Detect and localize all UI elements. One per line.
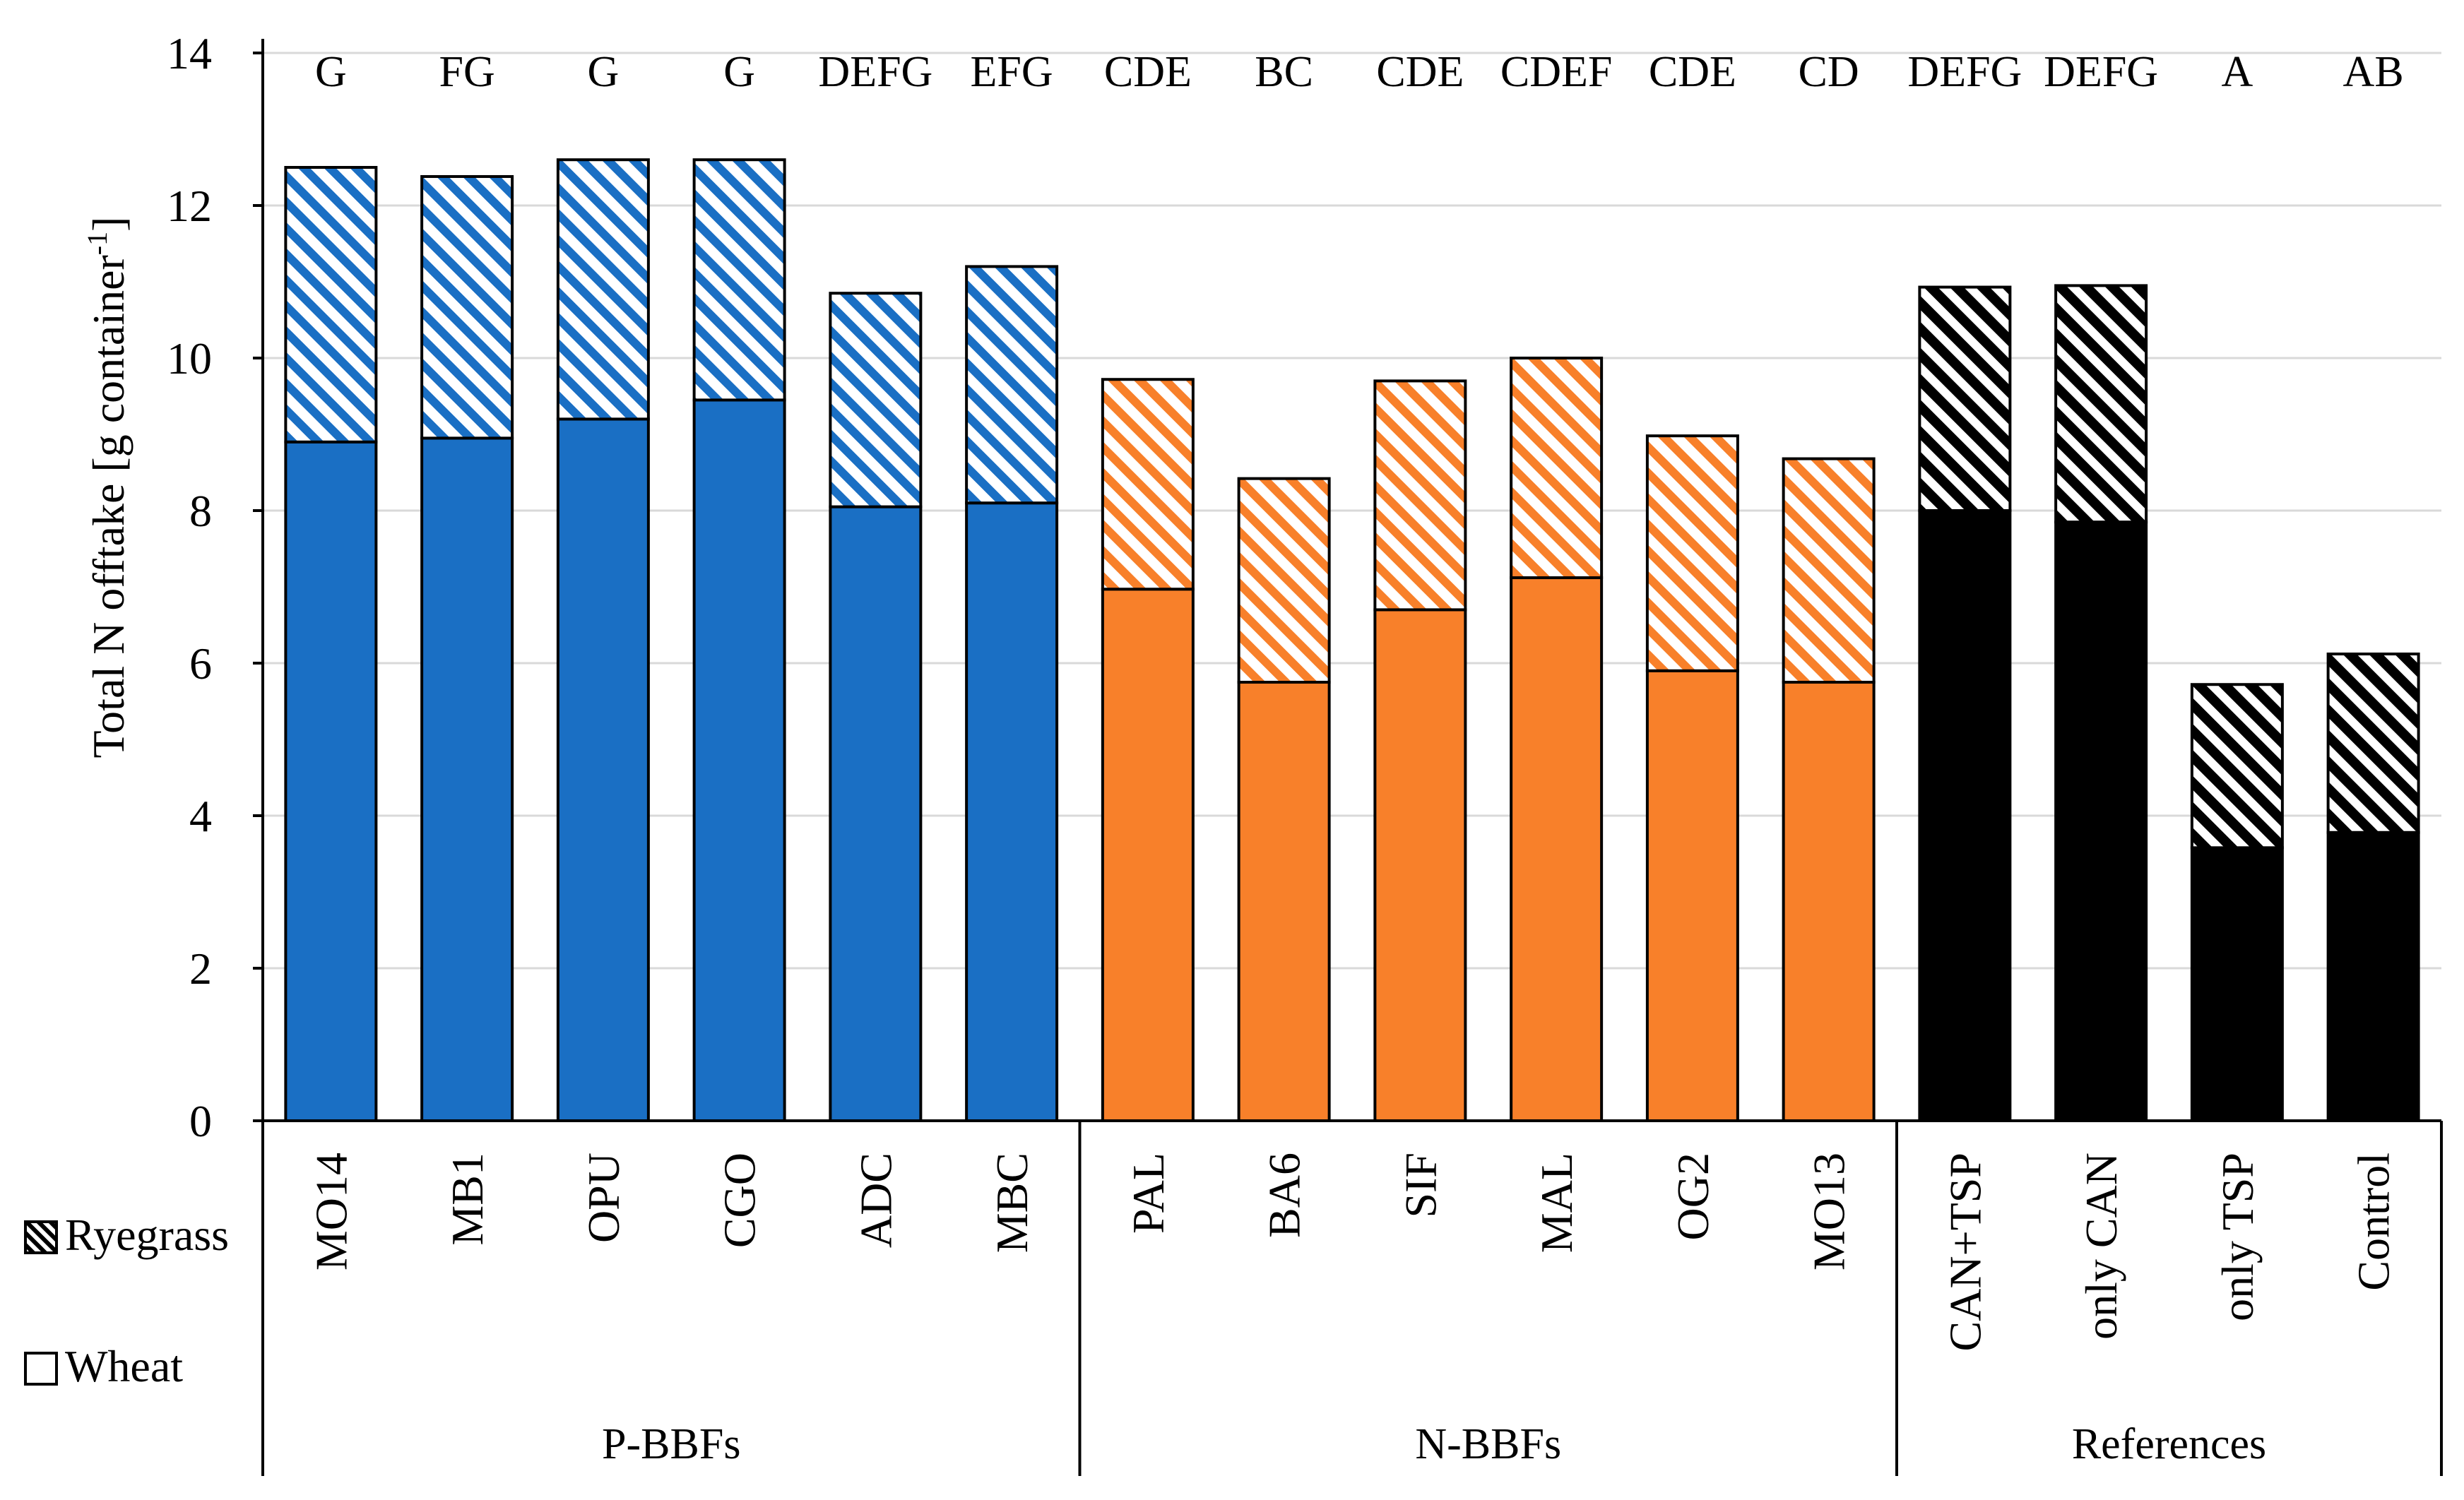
bar-ryegrass-11 <box>1782 457 1876 684</box>
bar-ryegrass-1 <box>420 174 514 440</box>
legend-swatch-ryegrass <box>24 1220 58 1254</box>
x-tick-label-14: only TSP <box>2213 1153 2263 1321</box>
y-tick-label: 6 <box>189 638 212 689</box>
significance-letter-6: CDE <box>1104 48 1192 96</box>
bar-wheat-4 <box>829 505 923 1122</box>
x-tick-label-7: BA6 <box>1260 1153 1310 1238</box>
bar-wheat-8 <box>1373 608 1467 1122</box>
bar-ryegrass-4 <box>829 292 923 508</box>
bar-wheat-9 <box>1510 576 1604 1122</box>
significance-letter-0: G <box>315 48 347 96</box>
significance-letter-8: CDE <box>1376 48 1464 96</box>
x-tick-label-9: MAL <box>1532 1153 1582 1253</box>
significance-letter-3: G <box>723 48 755 96</box>
x-tick-label-2: OPU <box>579 1153 629 1243</box>
bar-ryegrass-13 <box>2054 284 2148 524</box>
group-label-1: N-BBFs <box>1415 1420 1561 1468</box>
significance-letter-1: FG <box>439 48 494 96</box>
significance-letter-12: DEFG <box>1907 48 2022 96</box>
significance-letter-13: DEFG <box>2044 48 2158 96</box>
x-tick-label-0: MO14 <box>306 1153 356 1270</box>
x-tick-label-12: CAN+TSP <box>1940 1153 1990 1352</box>
bar-ryegrass-0 <box>284 166 378 444</box>
x-tick-label-13: only CAN <box>2076 1153 2126 1340</box>
significance-letter-4: DEFG <box>818 48 932 96</box>
bar-ryegrass-2 <box>556 158 650 421</box>
bar-wheat-7 <box>1237 681 1331 1122</box>
x-tick-label-10: OG2 <box>1668 1153 1718 1240</box>
group-label-0: P-BBFs <box>602 1420 740 1468</box>
y-tick-label: 12 <box>167 181 212 231</box>
bar-ryegrass-15 <box>2326 653 2420 834</box>
x-tick-label-6: PAL <box>1123 1153 1173 1234</box>
legend-label-ryegrass: Ryegrass <box>65 1210 229 1260</box>
legend: Ryegrass Wheat <box>24 1210 229 1391</box>
bar-ryegrass-5 <box>965 265 1059 505</box>
bar-wheat-12 <box>1918 509 2012 1122</box>
bar-wheat-3 <box>692 398 786 1122</box>
bar-ryegrass-6 <box>1101 378 1195 591</box>
bar-ryegrass-12 <box>1918 285 2012 512</box>
significance-letter-2: G <box>587 48 619 96</box>
legend-swatch-wheat <box>24 1352 58 1386</box>
significance-letter-10: CDE <box>1649 48 1736 96</box>
bar-ryegrass-10 <box>1645 434 1739 672</box>
significance-letter-14: A <box>2221 48 2253 96</box>
x-tick-label-4: ADC <box>851 1153 901 1248</box>
significance-letter-15: AB <box>2343 48 2404 96</box>
bar-ryegrass-3 <box>692 158 786 402</box>
y-tick-label: 14 <box>167 28 212 78</box>
x-tick-label-3: CGO <box>715 1153 765 1248</box>
x-tick-label-11: MO13 <box>1804 1153 1854 1270</box>
bar-wheat-14 <box>2190 846 2284 1122</box>
group-labels: P-BBFs N-BBFs References <box>261 1121 2443 1476</box>
bar-wheat-2 <box>556 417 650 1122</box>
y-tick-label: 0 <box>189 1096 212 1146</box>
bar-wheat-13 <box>2054 520 2148 1122</box>
bar-wheat-10 <box>1645 669 1739 1122</box>
x-tick-labels: MO14 MB1 OPU CGO ADC MBC PAL BA6 SIF MAL OG2 MO13 CA… <box>306 1153 2398 1352</box>
bar-wheat-0 <box>284 440 378 1122</box>
y-axis-label: Total N offtake [g container-1] <box>81 217 134 758</box>
y-tick-label: 2 <box>189 944 212 994</box>
significance-letter-5: EFG <box>971 48 1053 96</box>
bar-wheat-5 <box>965 501 1059 1122</box>
bar-ryegrass-8 <box>1373 379 1467 612</box>
significance-letter-11: CD <box>1799 48 1859 96</box>
x-tick-label-1: MB1 <box>442 1153 492 1246</box>
bar-ryegrass-14 <box>2190 683 2284 850</box>
x-tick-label-8: SIF <box>1395 1153 1445 1218</box>
x-tick-label-5: MBC <box>987 1153 1037 1253</box>
bar-wheat-6 <box>1101 588 1195 1122</box>
legend-label-wheat: Wheat <box>65 1341 183 1391</box>
group-label-2: References <box>2072 1420 2266 1468</box>
bar-wheat-1 <box>420 436 514 1122</box>
y-tick-label: 4 <box>189 791 212 841</box>
significance-letter-7: BC <box>1255 48 1313 96</box>
bar-wheat-11 <box>1782 681 1876 1122</box>
y-tick-label: 10 <box>167 333 212 383</box>
significance-letter-9: CDEF <box>1500 48 1612 96</box>
bar-wheat-15 <box>2326 831 2420 1122</box>
y-tick-label: 8 <box>189 486 212 536</box>
x-tick-label-15: Control <box>2349 1153 2399 1291</box>
bar-ryegrass-9 <box>1510 357 1604 580</box>
significance-letters: G FG G G DEFG EFG CDE BC CDE CDEF CDE CD DEFG DEFG A AB <box>315 48 2404 96</box>
bar-ryegrass-7 <box>1237 477 1331 684</box>
y-tick-labels: 0 2 4 6 8 10 12 14 <box>167 28 263 1146</box>
bars <box>263 158 2441 1122</box>
